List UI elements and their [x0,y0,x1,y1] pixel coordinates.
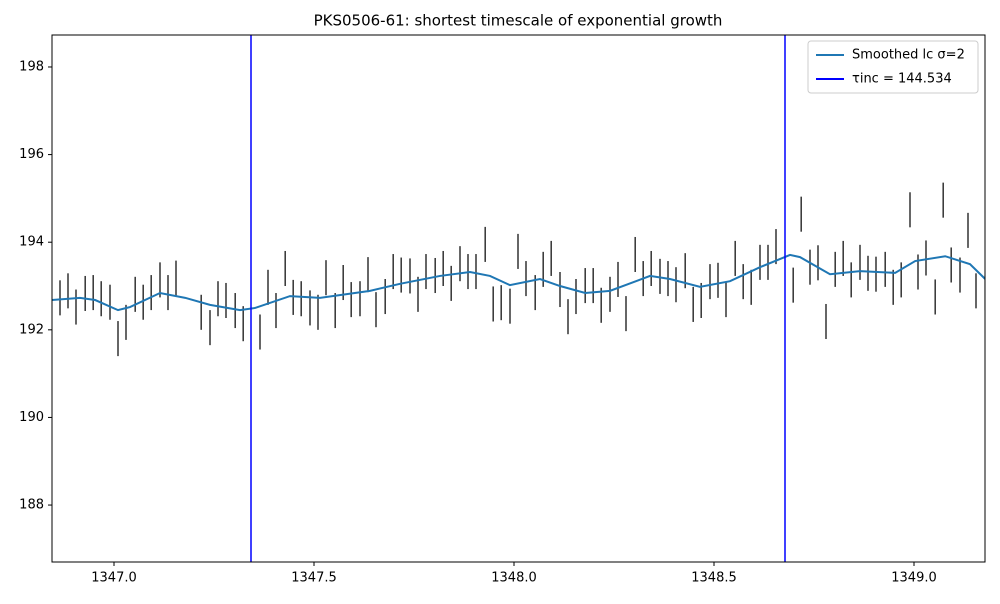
y-tick-label: 196 [19,147,44,162]
y-tick-label: 192 [19,322,44,337]
legend-label: Smoothed lc σ=2 [852,48,965,63]
legend-box [807,40,979,94]
legend-label: τinc = 144.534 [852,72,952,87]
y-tick-label: 198 [19,59,44,74]
x-tick-label: 1348.0 [491,571,537,586]
x-tick-label: 1347.5 [291,571,337,586]
smoothed-line [52,253,985,312]
y-tick-label: 190 [19,410,44,425]
y-tick-label: 188 [19,498,44,513]
legend: Smoothed lc σ=2 τinc = 144.534 [807,40,979,94]
plot-area [52,35,985,562]
x-tick-label: 1348.5 [691,571,737,586]
chart-title: PKS0506-61: shortest timescale of expone… [314,12,723,30]
x-tick-label: 1349.0 [891,571,937,586]
x-tick-label: 1347.0 [91,571,137,586]
y-tick-label: 194 [19,235,44,250]
axes-frame [51,34,986,563]
